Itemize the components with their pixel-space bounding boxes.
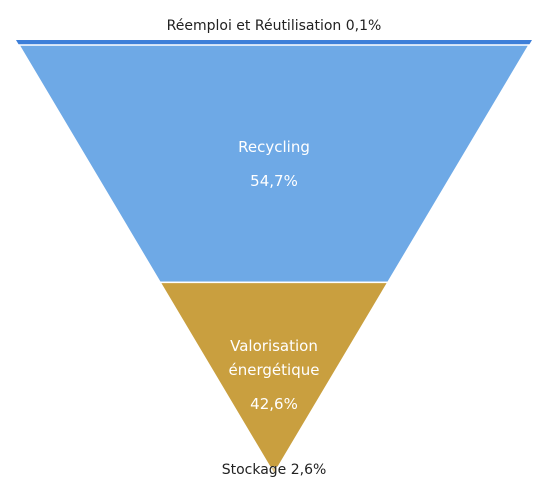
category-label: Stockage [221,462,287,478]
funnel-segment [16,40,532,45]
category-label: Valorisation énergétique [228,336,320,379]
value-label: 2,6% [290,462,327,478]
value-label: 42,6% [250,394,298,413]
segment-label: Recycling 54,7% [184,135,364,193]
category-label: Recycling [238,137,310,156]
segment-label: Stockage 2,6% [222,459,327,481]
spacer [184,159,364,169]
segment-label: Réemploi et Réutilisation 0,1% [167,15,382,37]
funnel-segment [268,466,280,476]
segment-label: Valorisation énergétique 42,6% [219,334,329,416]
value-label: 0,1% [345,18,382,34]
spacer [219,382,329,392]
value-label: 54,7% [250,171,298,190]
category-label: Réemploi et Réutilisation [166,18,342,34]
